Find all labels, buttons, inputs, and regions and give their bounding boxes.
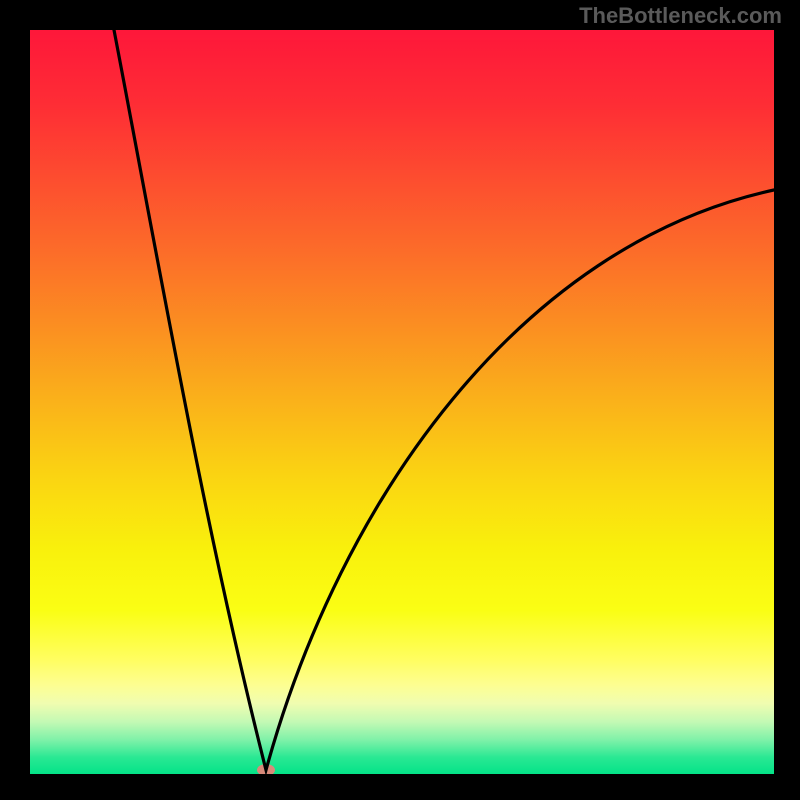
frame-border-bottom xyxy=(0,774,800,800)
plot-background xyxy=(30,30,774,774)
plot-svg xyxy=(30,30,774,774)
frame-border-left xyxy=(0,0,30,800)
plot-area xyxy=(30,30,774,774)
frame-border-right xyxy=(774,0,800,800)
watermark-text: TheBottleneck.com xyxy=(579,3,782,29)
